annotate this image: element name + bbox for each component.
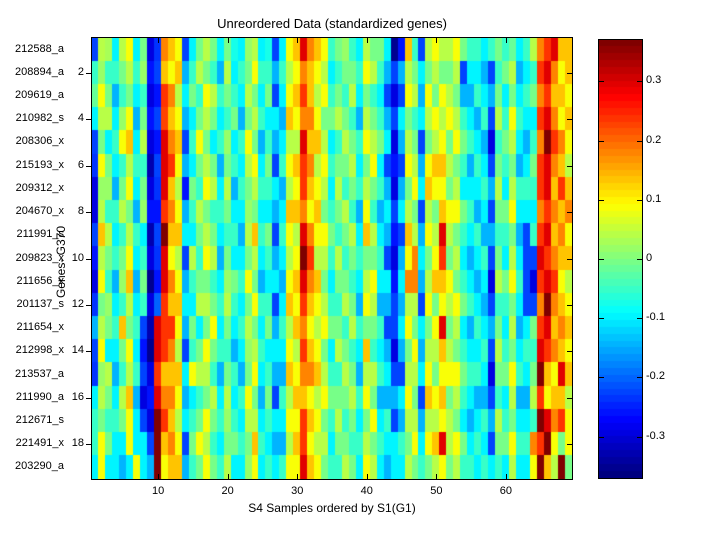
gene-label: 212998_x [15, 344, 64, 357]
colorbar-tick-mark [599, 199, 604, 201]
heatmap-canvas [92, 38, 572, 479]
x-tick-mark [297, 38, 299, 43]
gene-label: 204670_x [15, 205, 64, 218]
x-axis-label: S4 Samples ordered by S1(G1) [248, 501, 416, 515]
chart-title: Unreordered Data (standardized genes) [217, 16, 447, 31]
colorbar-canvas [599, 40, 642, 478]
gene-label: 211654_x [16, 321, 64, 334]
colorbar-tick-mark [599, 318, 604, 320]
colorbar-tick-mark [599, 436, 604, 438]
y-tick-label: 18 [71, 437, 84, 450]
gene-label: 209823_x [15, 251, 64, 264]
y-tick-mark [567, 72, 572, 74]
colorbar-tick-label: -0.1 [646, 311, 665, 324]
x-tick-label: 50 [430, 485, 443, 497]
y-tick-mark [86, 212, 92, 214]
colorbar-tick-label: -0.3 [646, 429, 665, 442]
y-tick-mark [86, 165, 92, 167]
gene-label: 211656_x [16, 274, 64, 287]
colorbar-tick-label: 0.1 [646, 192, 662, 205]
gene-label: 210982_s [15, 112, 64, 125]
gene-label: 208894_a [15, 65, 64, 78]
y-tick-mark [567, 165, 572, 167]
colorbar-tick-mark [637, 259, 642, 260]
gene-label: 203290_a [15, 460, 64, 473]
gene-label: 212671_s [15, 413, 64, 426]
colorbar-tick-mark [637, 377, 642, 379]
x-tick-mark [227, 474, 229, 479]
y-tick-mark [86, 72, 92, 74]
x-tick-mark [158, 474, 160, 479]
gene-label: 209312_x [15, 181, 64, 194]
y-tick-label: 2 [77, 65, 84, 78]
y-tick-label: 14 [71, 344, 84, 357]
colorbar-tick-label: 0.3 [646, 74, 662, 87]
y-tick-mark [567, 212, 572, 214]
colorbar-tick-mark [599, 140, 604, 142]
x-tick-mark [436, 38, 438, 43]
y-tick-label: 4 [77, 112, 84, 125]
gene-label: 209619_a [15, 89, 64, 102]
gene-label: 221491_x [15, 437, 64, 450]
colorbar-tick-mark [637, 436, 642, 438]
gene-label: 215193_x [15, 158, 64, 171]
colorbar-tick-mark [637, 140, 642, 142]
y-tick-mark [86, 304, 92, 306]
x-tick-mark [297, 474, 299, 479]
x-tick-mark [158, 38, 160, 43]
colorbar-tick-mark [637, 199, 642, 201]
y-tick-label: 8 [77, 205, 84, 218]
x-tick-mark [505, 38, 507, 43]
heatmap-plot-area [91, 37, 573, 480]
y-tick-mark [567, 119, 572, 121]
x-tick-label: 10 [151, 485, 165, 497]
x-tick-mark [366, 474, 368, 479]
x-tick-mark [366, 38, 368, 43]
y-tick-mark [567, 258, 572, 260]
x-tick-label: 20 [221, 485, 234, 497]
y-tick-mark [86, 119, 92, 121]
y-tick-label: 12 [71, 297, 84, 310]
colorbar-tick-label: 0.2 [646, 133, 662, 146]
x-tick-mark [436, 474, 438, 479]
colorbar-tick-mark [599, 259, 604, 260]
gene-label: 211990_a [15, 390, 64, 403]
gene-label: 201137_s [16, 297, 64, 310]
y-tick-mark [567, 397, 572, 399]
gene-label: 213537_a [15, 367, 64, 380]
colorbar-tick-label: 0 [646, 252, 653, 264]
gene-label: 208306_x [15, 135, 64, 148]
colorbar [598, 39, 643, 479]
x-tick-label: 30 [291, 485, 304, 497]
colorbar-tick-mark [637, 81, 642, 83]
x-tick-label: 40 [360, 485, 373, 497]
y-tick-mark [567, 444, 572, 446]
y-tick-mark [86, 351, 92, 353]
y-tick-mark [567, 351, 572, 353]
colorbar-tick-label: -0.2 [646, 370, 665, 383]
x-tick-mark [505, 474, 507, 479]
colorbar-tick-mark [599, 377, 604, 379]
y-tick-label: 16 [71, 390, 84, 403]
y-tick-mark [86, 397, 92, 399]
y-tick-label: 6 [77, 158, 84, 171]
y-tick-mark [86, 444, 92, 446]
y-tick-label: 10 [71, 251, 84, 264]
x-tick-label: 60 [499, 485, 513, 497]
y-tick-mark [86, 258, 92, 260]
x-tick-mark [227, 38, 229, 43]
colorbar-tick-mark [637, 318, 642, 320]
gene-label: 211991_s [16, 228, 64, 241]
y-tick-mark [567, 304, 572, 306]
colorbar-tick-mark [599, 81, 604, 83]
gene-label: 212588_a [15, 42, 64, 55]
